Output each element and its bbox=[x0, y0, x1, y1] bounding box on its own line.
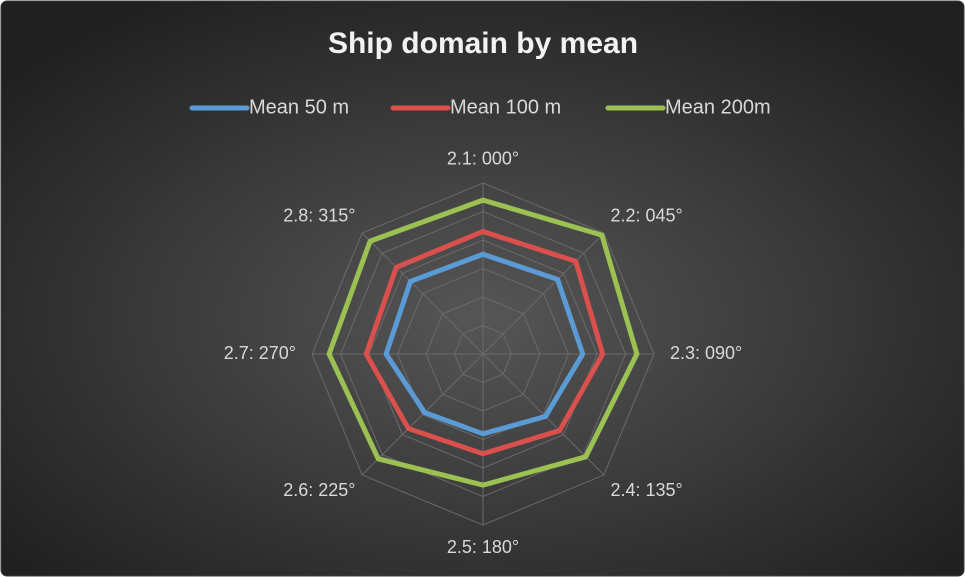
category-label: 2.2: 045° bbox=[611, 206, 683, 226]
series-line bbox=[326, 197, 640, 488]
chart-title: Ship domain by mean bbox=[328, 27, 638, 60]
legend-label: Mean 50 m bbox=[249, 96, 349, 118]
category-label: 2.5: 180° bbox=[447, 537, 519, 557]
legend-label: Mean 100 m bbox=[450, 96, 561, 118]
spoke bbox=[361, 353, 484, 476]
category-label: 2.3: 090° bbox=[670, 343, 742, 363]
spoke bbox=[482, 232, 605, 355]
category-label: 2.6: 225° bbox=[283, 480, 355, 500]
category-label: 2.1: 000° bbox=[447, 149, 519, 169]
category-label: 2.7: 270° bbox=[224, 343, 296, 363]
series-line bbox=[363, 228, 606, 457]
spoke bbox=[361, 232, 484, 355]
legend-label: Mean 200m bbox=[665, 96, 771, 118]
category-label: 2.8: 315° bbox=[283, 206, 355, 226]
category-label: 2.4: 135° bbox=[611, 480, 683, 500]
series-line bbox=[383, 251, 586, 437]
